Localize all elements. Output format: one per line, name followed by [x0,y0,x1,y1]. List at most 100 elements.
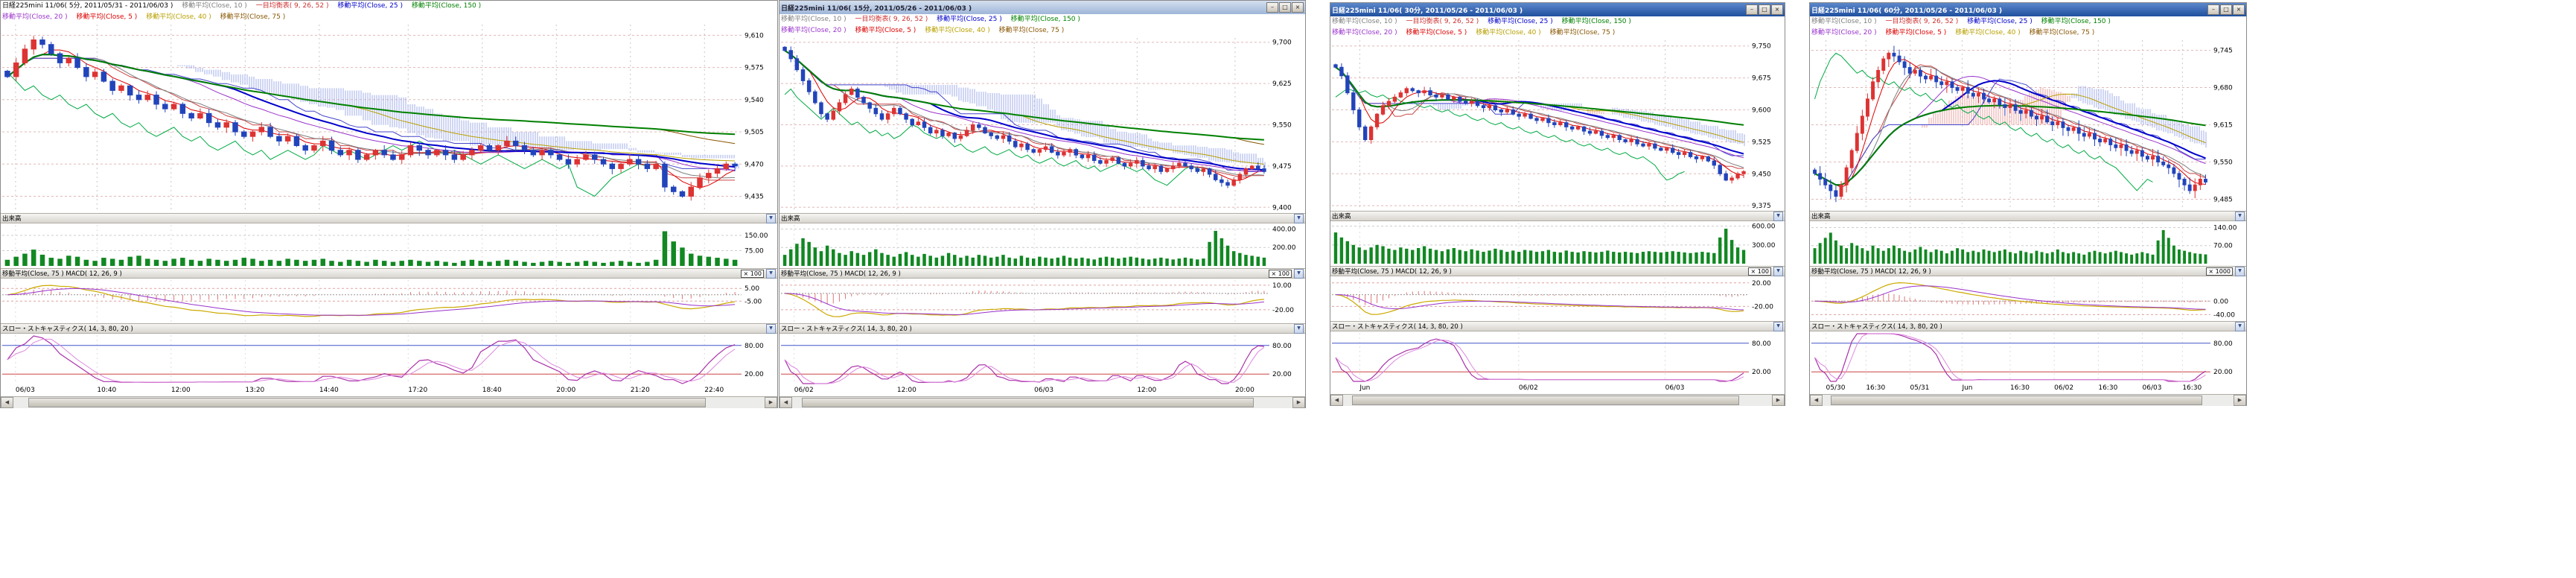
horizontal-scrollbar[interactable]: ◀ ▶ [780,396,1305,408]
close-button[interactable]: × [1292,2,1304,13]
axis-spin-button[interactable]: ▼ [766,268,776,279]
scroll-right-button[interactable]: ▶ [2234,395,2246,406]
volume-chart[interactable]: 150.00 75.00 [1,223,777,268]
axis-spin-button[interactable]: ▼ [1294,323,1304,334]
axis-label: 20.00 [1752,280,1771,288]
macd-label: 移動平均(Close, 75 ) MACD( 12, 26, 9 ) [1811,268,1931,276]
scrollbar-thumb[interactable] [28,398,707,407]
price-chart[interactable]: 9,610 9,575 9,540 9,505 9,470 9,435 [1,23,777,213]
window-buttons: – □ × [2207,4,2245,15]
macd-chart[interactable]: 20.00 -20.00 [1330,276,1785,321]
chart-canvas: 140.00 70.00 [1811,223,2237,264]
chart-window: 日経225mini 11/06( 60分, 2011/05/26 - 2011/… [1809,2,2247,406]
minimize-button[interactable]: – [1266,2,1278,13]
close-button[interactable]: × [1771,4,1783,15]
price-chart[interactable]: 9,745 9,680 9,615 9,550 9,485 [1810,39,2246,211]
time-axis: 06/03 10:40 12:00 13:20 14:40 17:20 18:40 20:00… [1,386,777,396]
axis-label: 150.00 [745,232,768,240]
price-chart[interactable]: 9,700 9,625 9,550 9,475 9,400 [780,36,1305,213]
axis-label: 600.00 [1752,223,1776,231]
horizontal-scrollbar[interactable]: ◀ ▶ [1,396,777,408]
axis-label: 9,625 [1272,80,1292,88]
scroll-right-button[interactable]: ▶ [765,397,777,408]
stochastics-chart[interactable]: 80.00 20.00 [780,334,1305,386]
axis-label: 9,700 [1272,39,1292,47]
axis-label: 20.00 [745,371,764,378]
axis-label: 9,525 [1752,139,1771,146]
close-button[interactable]: × [2233,4,2245,15]
time-axis-label: 06/03 [1665,384,1685,392]
axis-spin-button[interactable]: ▼ [766,323,776,334]
maximize-button[interactable]: □ [1279,2,1291,13]
axis-spin-button[interactable]: ▼ [2235,321,2245,331]
axis-spin-button[interactable]: ▼ [2235,266,2245,276]
time-axis-label: 13:20 [245,387,265,394]
time-axis-label: 16:30 [1866,384,1886,392]
axis-label: 20.00 [1752,369,1771,376]
scroll-left-button[interactable]: ◀ [1,397,13,408]
macd-chart[interactable]: 0.00 -40.00 [1810,276,2246,321]
maximize-button[interactable]: □ [2220,4,2232,15]
macd-chart[interactable]: 5.00 -5.00 [1,279,777,323]
minimize-button[interactable]: – [2207,4,2219,15]
axis-spin-button[interactable]: ▼ [1773,266,1783,276]
price-chart[interactable]: 9,750 9,675 9,600 9,525 9,450 9,375 [1330,39,1785,211]
chart-window: 日経225mini 11/06( 15分, 2011/05/26 - 2011/… [779,0,1306,408]
legend-item: 移動平均(Close, 150 ) [2041,18,2111,25]
scrollbar-thumb[interactable] [1831,396,2202,405]
legend-item: 移動平均(Close, 10 ) [182,2,247,10]
scrollbar-track[interactable] [1823,395,2234,406]
indicator-legend: 移動平均(Close, 20 ) 移動平均(Close, 5 ) 移動平均(Cl… [1,12,777,23]
volume-chart[interactable]: 400.00 200.00 [780,223,1305,268]
axis-label: 9,475 [1272,163,1292,171]
macd-section-header: 移動平均(Close, 75 ) MACD( 12, 26, 9 ) × 100… [1,268,777,279]
axis-spin-button[interactable]: ▼ [1773,211,1783,221]
axis-spin-button[interactable]: ▼ [1294,213,1304,223]
horizontal-scrollbar[interactable]: ◀ ▶ [1810,394,2246,406]
axis-spin-button[interactable]: ▼ [1294,268,1304,279]
stochastics-chart[interactable]: 80.00 20.00 [1,334,777,386]
stoch-section-header: スロー・ストキャスティクス( 14, 3, 80, 20 ) ▼ [780,323,1305,334]
scroll-right-button[interactable]: ▶ [1772,395,1785,406]
axis-label: 20.00 [1272,371,1292,378]
window-title: 日経225mini 11/06( 15分, 2011/05/26 - 2011/… [781,4,972,13]
axis-spin-button[interactable]: ▼ [2235,211,2245,221]
window-titlebar[interactable]: 日経225mini 11/06( 15分, 2011/05/26 - 2011/… [780,1,1305,14]
legend-item: 一目均衡表( 9, 26, 52 ) [1885,18,1959,25]
legend-item: 移動平均(Close, 40 ) [146,13,211,21]
scroll-left-button[interactable]: ◀ [1330,395,1343,406]
stochastics-chart[interactable]: 80.00 20.00 [1330,331,1785,384]
window-titlebar[interactable]: 日経225mini 11/06( 30分, 2011/05/26 - 2011/… [1330,3,1785,16]
scrollbar-track[interactable] [13,397,765,408]
axis-spin-button[interactable]: ▼ [766,213,776,223]
macd-chart[interactable]: 10.00 -20.00 [780,279,1305,323]
volume-section-header: 出来高 ▼ [1330,211,1785,221]
legend-item: 移動平均(Close, 10 ) [1332,18,1397,25]
legend-item: 移動平均(Close, 10 ) [781,16,847,23]
scroll-right-button[interactable]: ▶ [1292,397,1305,408]
volume-chart[interactable]: 600.00 300.00 [1330,221,1785,266]
scrollbar-track[interactable] [1343,395,1772,406]
stochastics-chart[interactable]: 80.00 20.00 [1810,331,2246,384]
window-titlebar[interactable]: 日経225mini 11/06( 60分, 2011/05/26 - 2011/… [1810,3,2246,16]
axis-spin-button[interactable]: ▼ [1773,321,1783,331]
volume-chart[interactable]: 140.00 70.00 [1810,221,2246,266]
scrollbar-thumb[interactable] [802,398,1254,407]
scroll-left-button[interactable]: ◀ [780,397,792,408]
time-axis-label: 06/02 [2054,384,2074,392]
time-axis: 06/02 12:00 06/03 12:00 20:00 [780,386,1305,396]
scrollbar-track[interactable] [792,397,1292,408]
legend-item: 移動平均(Close, 40 ) [925,27,990,34]
maximize-button[interactable]: □ [1759,4,1770,15]
time-axis-label: 16:30 [2182,384,2202,392]
minimize-button[interactable]: – [1746,4,1758,15]
horizontal-scrollbar[interactable]: ◀ ▶ [1330,394,1785,406]
legend-item: 移動平均(Close, 75 ) [2029,29,2095,36]
scrollbar-thumb[interactable] [1351,396,1739,405]
axis-label: 80.00 [1752,340,1771,348]
indicator-legend: 移動平均(Close, 20 ) 移動平均(Close, 5 ) 移動平均(Cl… [1810,28,2246,39]
scroll-left-button[interactable]: ◀ [1810,395,1823,406]
axis-label: 9,610 [745,32,764,39]
axis-label: 9,470 [745,161,764,168]
legend-item: 移動平均(Close, 25 ) [337,2,403,10]
